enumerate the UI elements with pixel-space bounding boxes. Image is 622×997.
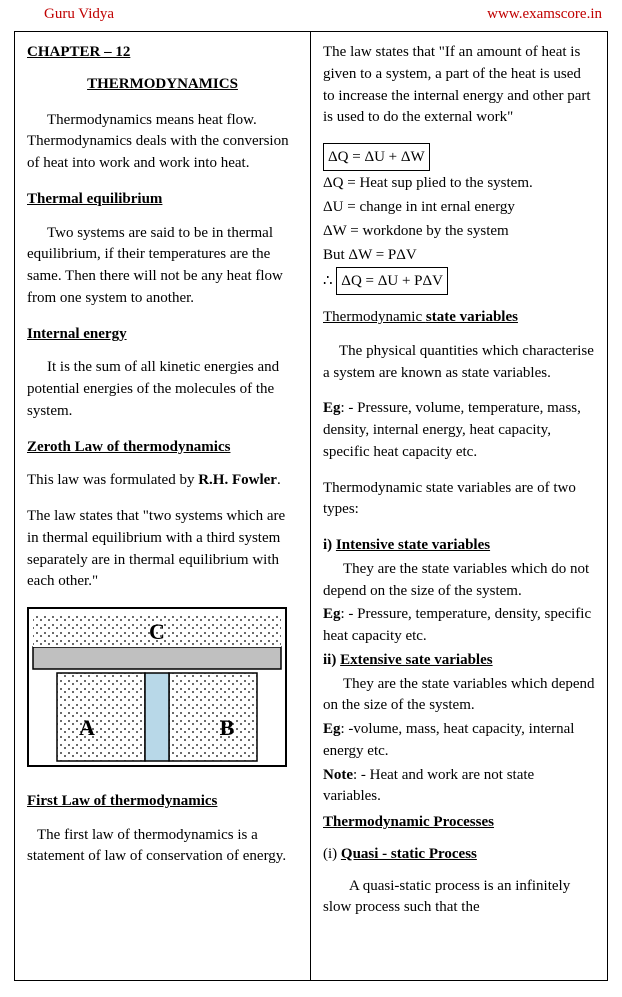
eq6-box: ΔQ = ΔU + PΔV <box>336 267 448 295</box>
eq-line-4: ΔW = workdone by the system <box>323 219 595 243</box>
ii-eg-label: Eg <box>323 721 341 737</box>
note-label: Note <box>323 767 353 783</box>
note-text: : - Heat and work are not state variable… <box>323 767 534 805</box>
eg1-label: Eg <box>323 400 341 416</box>
intro-paragraph: Thermodynamics means heat flow. Thermody… <box>27 110 298 175</box>
heading-first-law: First Law of thermodynamics <box>27 791 298 813</box>
heading-state-variables: Thermodynamic state variables <box>323 307 595 329</box>
diagram-label-a: A <box>79 715 95 740</box>
eq-line-5: But ΔW = PΔV <box>323 243 595 267</box>
ii-eg-text: : -volume, mass, heat capacity, internal… <box>323 721 574 759</box>
page-header: Guru Vidya www.examscore.in <box>0 0 622 27</box>
diagram-label-c: C <box>149 619 165 644</box>
ii-label: ii) <box>323 652 340 668</box>
para-zeroth-1: This law was formulated by R.H. Fowler. <box>27 470 298 492</box>
eq-line-6: ∴ ΔQ = ΔU + PΔV <box>323 267 595 295</box>
eq-line-3: ΔU = change in int ernal energy <box>323 195 595 219</box>
heading-thermal-equilibrium: Thermal equilibrium <box>27 189 298 211</box>
eq-line-2: ΔQ = Heat sup plied to the system. <box>323 171 595 195</box>
zeroth-text-c: . <box>277 472 281 488</box>
ii-title: Extensive sate variables <box>340 652 492 668</box>
para-state-variables: The physical quantities which characteri… <box>323 341 595 385</box>
eq-line-1: ΔQ = ΔU + ΔW <box>323 143 595 171</box>
right-column: The law states that "If an amount of hea… <box>311 32 607 980</box>
statevars-a: Thermodynamic <box>323 309 426 325</box>
heading-internal-energy: Internal energy <box>27 324 298 346</box>
i-label: i) <box>323 537 336 553</box>
header-right-text: www.examscore.in <box>487 6 602 23</box>
statevars-b: state variables <box>426 309 518 325</box>
intensive-heading: i) Intensive state variables <box>323 535 595 557</box>
extensive-text: They are the state variables which depen… <box>323 674 595 718</box>
extensive-heading: ii) Extensive sate variables <box>323 650 595 672</box>
zeroth-author: R.H. Fowler <box>198 472 277 488</box>
eg1-text: : - Pressure, volume, temperature, mass,… <box>323 400 581 460</box>
chapter-title: THERMODYNAMICS <box>27 74 298 96</box>
left-column: CHAPTER – 12 THERMODYNAMICS Thermodynami… <box>15 32 311 980</box>
intensive-text: They are the state variables which do no… <box>323 559 595 603</box>
para-first-law-statement: The law states that "If an amount of hea… <box>323 42 595 129</box>
para-internal-energy: It is the sum of all kinetic energies an… <box>27 357 298 422</box>
para-zeroth-2: The law states that "two systems which a… <box>27 506 298 593</box>
eq1-box: ΔQ = ΔU + ΔW <box>323 143 430 171</box>
para-thermal-equilibrium: Two systems are said to be in thermal eq… <box>27 223 298 310</box>
quasi-heading: (i) Quasi - static Process <box>323 844 595 866</box>
quasi-text: A quasi-static process is an infinitely … <box>323 876 595 920</box>
header-left-text: Guru Vidya <box>44 6 114 23</box>
i-eg-label: Eg <box>323 606 341 622</box>
i-title: Intensive state variables <box>336 537 490 553</box>
i-eg-text: : - Pressure, temperature, density, spec… <box>323 606 591 644</box>
eg-state-variables: Eg: - Pressure, volume, temperature, mas… <box>323 398 595 463</box>
zeroth-law-diagram: C A B <box>27 607 298 775</box>
zeroth-text-a: This law was formulated by <box>27 472 198 488</box>
chapter-label: CHAPTER – 12 <box>27 42 298 64</box>
para-first-law: The first law of thermodynamics is a sta… <box>27 825 298 869</box>
para-two-types: Thermodynamic state variables are of two… <box>323 478 595 522</box>
extensive-eg: Eg: -volume, mass, heat capacity, intern… <box>323 719 595 763</box>
quasi-label: (i) <box>323 846 341 862</box>
eq6-prefix: ∴ <box>323 273 336 289</box>
diagram-label-b: B <box>220 715 235 740</box>
heading-processes: Thermodynamic Processes <box>323 812 595 834</box>
quasi-title: Quasi - static Process <box>341 846 477 862</box>
intensive-eg: Eg: - Pressure, temperature, density, sp… <box>323 604 595 648</box>
equation-block: ΔQ = ΔU + ΔW ΔQ = Heat sup plied to the … <box>323 143 595 295</box>
page-frame: CHAPTER – 12 THERMODYNAMICS Thermodynami… <box>14 31 608 981</box>
heading-zeroth-law: Zeroth Law of thermodynamics <box>27 437 298 459</box>
note-line: Note: - Heat and work are not state vari… <box>323 765 595 809</box>
